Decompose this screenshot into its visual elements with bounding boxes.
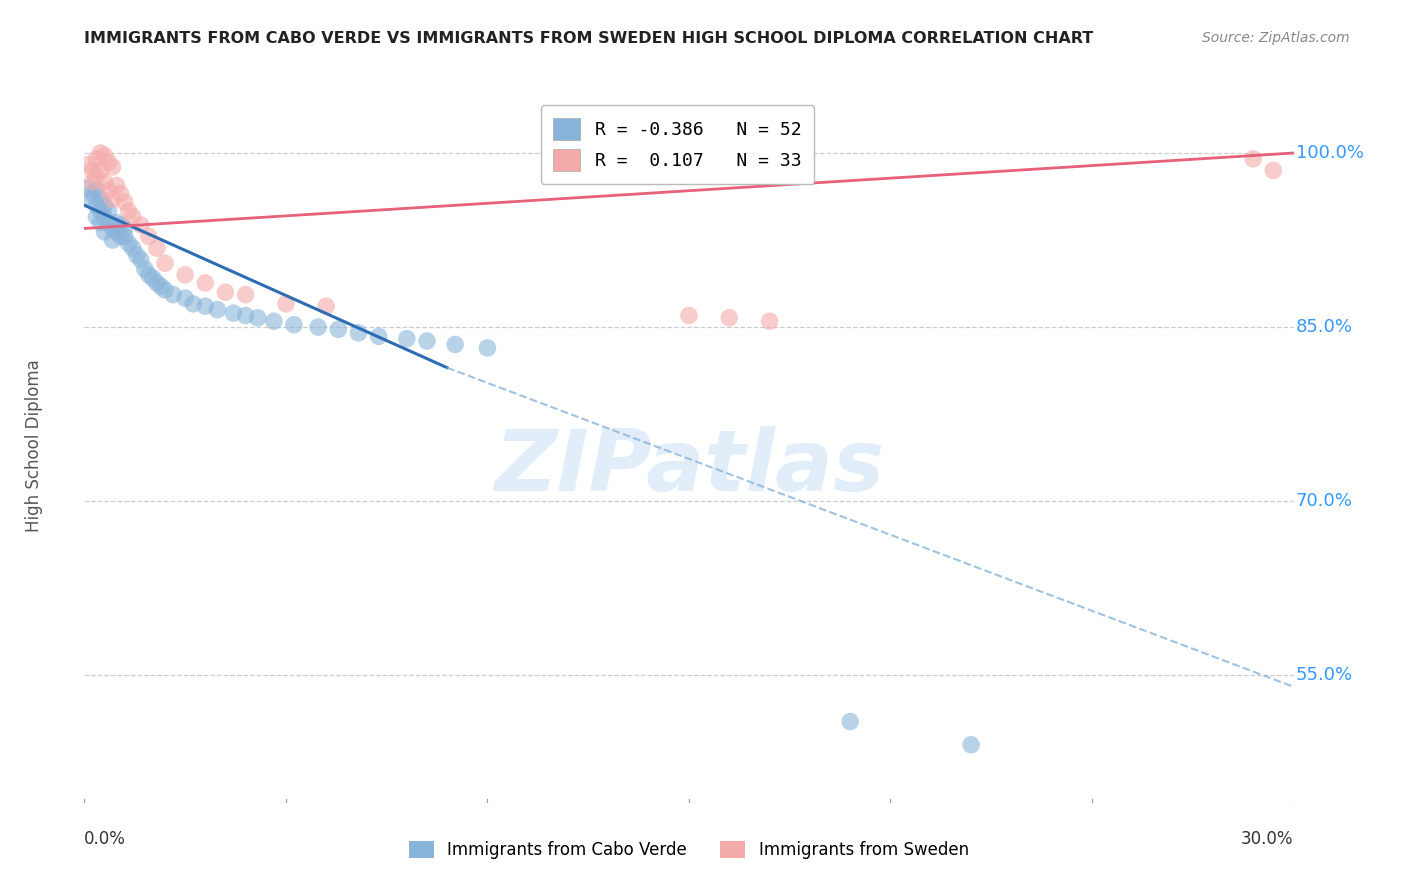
Point: [283, 318, 305, 332]
Point: [839, 714, 862, 729]
Point: [142, 271, 165, 285]
Point: [194, 276, 217, 290]
Point: [129, 252, 152, 267]
Text: Source: ZipAtlas.com: Source: ZipAtlas.com: [1202, 31, 1350, 45]
Point: [181, 297, 204, 311]
Point: [194, 299, 217, 313]
Point: [93, 148, 115, 162]
Point: [110, 229, 132, 244]
Point: [395, 332, 418, 346]
Point: [97, 155, 120, 169]
Text: ZIPatlas: ZIPatlas: [494, 425, 884, 509]
Point: [77, 181, 100, 195]
Point: [89, 204, 111, 219]
Point: [263, 314, 285, 328]
Point: [444, 337, 467, 351]
Point: [89, 193, 111, 207]
Point: [93, 198, 115, 212]
Point: [77, 158, 100, 172]
Text: High School Diploma: High School Diploma: [24, 359, 42, 533]
Point: [149, 279, 172, 293]
Point: [118, 236, 141, 251]
Text: IMMIGRANTS FROM CABO VERDE VS IMMIGRANTS FROM SWEDEN HIGH SCHOOL DIPLOMA CORRELA: IMMIGRANTS FROM CABO VERDE VS IMMIGRANTS…: [84, 31, 1094, 46]
Point: [93, 210, 115, 224]
Point: [86, 210, 108, 224]
Point: [125, 248, 148, 262]
Point: [105, 178, 128, 193]
Point: [121, 241, 143, 255]
Point: [416, 334, 439, 348]
Point: [93, 225, 115, 239]
Point: [328, 322, 350, 336]
Point: [101, 233, 124, 247]
Point: [97, 204, 120, 219]
Point: [174, 268, 197, 282]
Point: [82, 193, 104, 207]
Point: [89, 163, 111, 178]
Text: 30.0%: 30.0%: [1241, 830, 1294, 847]
Text: 100.0%: 100.0%: [1296, 144, 1364, 162]
Point: [114, 221, 136, 235]
Point: [121, 210, 143, 224]
Point: [222, 306, 245, 320]
Point: [105, 216, 128, 230]
Legend: Immigrants from Cabo Verde, Immigrants from Sweden: Immigrants from Cabo Verde, Immigrants f…: [402, 834, 976, 866]
Point: [86, 169, 108, 184]
Point: [367, 329, 389, 343]
Point: [307, 320, 329, 334]
Point: [97, 183, 120, 197]
Point: [82, 175, 104, 189]
Point: [235, 309, 257, 323]
Text: 55.0%: 55.0%: [1296, 666, 1353, 684]
Point: [129, 218, 152, 232]
Point: [153, 283, 176, 297]
Text: 0.0%: 0.0%: [84, 830, 127, 847]
Point: [89, 216, 111, 230]
Point: [93, 175, 115, 189]
Point: [105, 225, 128, 239]
Point: [82, 163, 104, 178]
Point: [138, 229, 160, 244]
Point: [477, 341, 499, 355]
Point: [114, 229, 136, 244]
Point: [1263, 163, 1285, 178]
Point: [82, 186, 104, 201]
Point: [86, 152, 108, 166]
Point: [162, 287, 184, 301]
Text: 85.0%: 85.0%: [1296, 318, 1353, 336]
Point: [1241, 152, 1264, 166]
Point: [758, 314, 780, 328]
Point: [274, 297, 297, 311]
Point: [174, 291, 197, 305]
Point: [146, 276, 169, 290]
Point: [118, 204, 141, 219]
Point: [86, 198, 108, 212]
Point: [101, 160, 124, 174]
Point: [101, 193, 124, 207]
Point: [86, 183, 108, 197]
Point: [146, 241, 169, 255]
Point: [153, 256, 176, 270]
Point: [114, 194, 136, 209]
Point: [315, 299, 337, 313]
Point: [235, 287, 257, 301]
Point: [207, 302, 229, 317]
Point: [134, 262, 156, 277]
Point: [110, 218, 132, 232]
Point: [89, 146, 111, 161]
Point: [960, 738, 983, 752]
Point: [678, 309, 700, 323]
Point: [347, 326, 370, 340]
Point: [101, 221, 124, 235]
Point: [246, 310, 269, 325]
Point: [110, 186, 132, 201]
Point: [97, 216, 120, 230]
Point: [138, 268, 160, 282]
Point: [214, 285, 236, 300]
Point: [718, 310, 741, 325]
Text: 70.0%: 70.0%: [1296, 492, 1353, 510]
